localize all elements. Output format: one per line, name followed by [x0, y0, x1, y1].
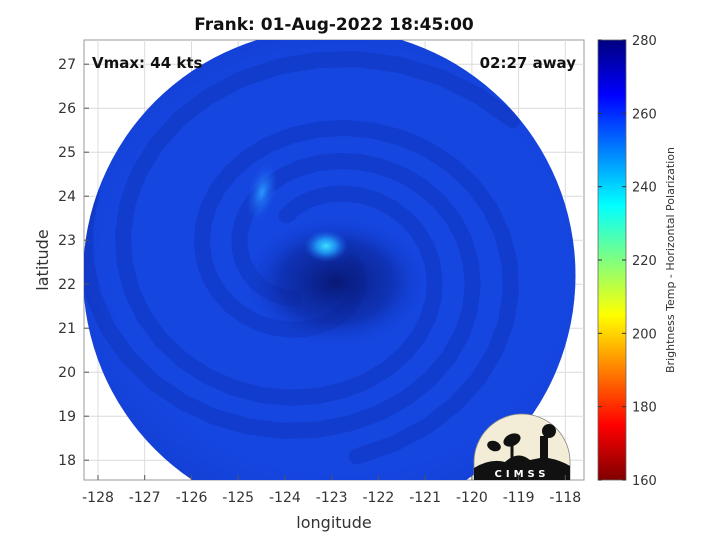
x-axis-ticks: -128 -127 -126 -125 -124 -123 -122 -121 -120 -119… [82, 475, 581, 506]
y-tick-label: 27 [58, 57, 76, 73]
colorbar-tick-label: 260 [632, 107, 657, 122]
satellite-dish-icon-2 [487, 440, 501, 452]
rain-band [84, 152, 481, 439]
x-tick-label: -128 [82, 490, 114, 506]
y-tick-label: 21 [58, 321, 76, 337]
x-axis-label: longitude [296, 513, 371, 532]
x-tick-label: -127 [129, 490, 161, 506]
colorbar [597, 39, 627, 481]
storm-center-dark [241, 214, 431, 350]
logo-silhouette [474, 436, 570, 480]
logo-text: CIMSS [495, 469, 550, 480]
cimss-logo: CIMSS [473, 413, 571, 481]
colorbar-tick-label: 180 [632, 401, 657, 416]
warm-spot [304, 230, 348, 262]
y-axis-label: latitude [33, 229, 52, 290]
colorbar-tick-label: 280 [632, 34, 657, 49]
microwave-swath [84, 40, 576, 480]
chart-title: Frank: 01-Aug-2022 18:45:00 [194, 15, 474, 35]
x-tick-label: -123 [316, 490, 348, 506]
x-tick-label: -122 [363, 490, 395, 506]
x-tick-label: -120 [456, 490, 488, 506]
colorbar-tick-label: 160 [632, 474, 657, 489]
colorbar-tick-label: 240 [632, 181, 657, 196]
y-tick-label: 20 [58, 365, 76, 381]
colorbar-tick-label: 220 [632, 254, 657, 269]
satellite-dish-icon [503, 433, 521, 447]
colorbar-label: Brightness Temp - Horizontal Polarizatio… [664, 147, 677, 373]
x-tick-label: -118 [549, 490, 581, 506]
x-tick-label: -124 [269, 490, 301, 506]
warm-streak [246, 162, 278, 222]
colorbar-ticks: 160 180 200 220 240 260 280 [598, 34, 657, 489]
y-tick-label: 19 [58, 409, 76, 425]
y-tick-label: 25 [58, 145, 76, 161]
y-tick-label: 23 [58, 233, 76, 249]
vmax-label: Vmax: 44 kts [92, 54, 202, 72]
rain-band [115, 51, 521, 406]
y-tick-label: 24 [58, 189, 76, 205]
x-tick-label: -121 [409, 490, 441, 506]
y-axis-ticks: 18 19 20 21 22 23 24 25 26 27 [58, 57, 89, 469]
x-tick-label: -125 [222, 490, 254, 506]
y-tick-label: 18 [58, 453, 76, 469]
y-tick-label: 26 [58, 101, 76, 117]
x-tick-label: -126 [176, 490, 208, 506]
colorbar-tick-label: 200 [632, 327, 657, 342]
time-away-label: 02:27 away [480, 54, 577, 72]
water-tower-icon [542, 424, 556, 438]
x-tick-label: -119 [503, 490, 535, 506]
y-tick-label: 22 [58, 277, 76, 293]
